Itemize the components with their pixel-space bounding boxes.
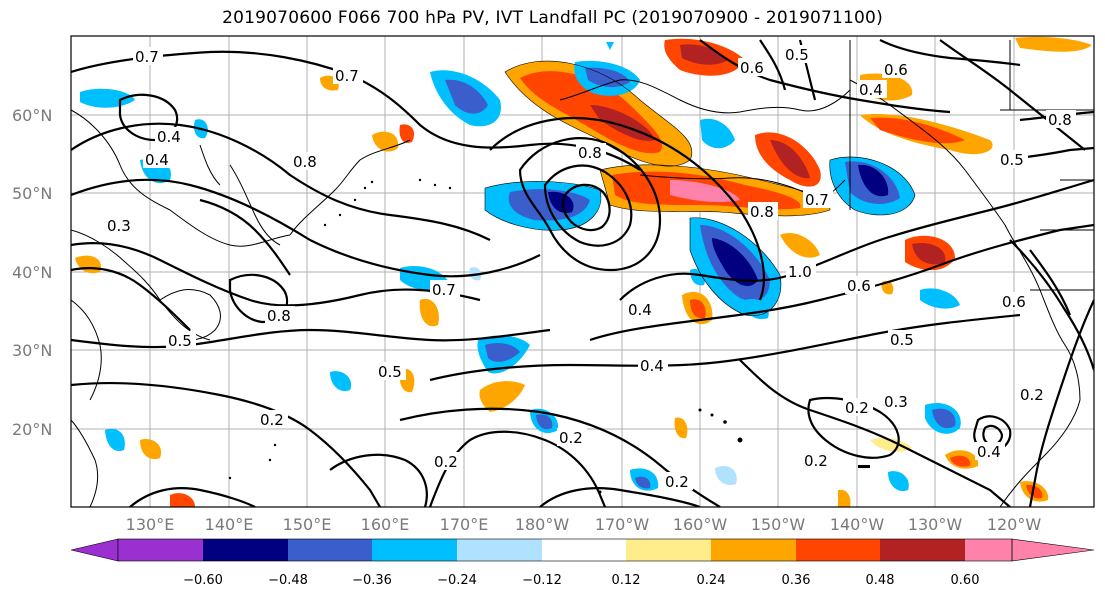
contour-label-group: 0.7 0.7 0.4 0.4 0.3 0.8 0.8 0.6 0.5 0.6 … <box>105 45 1076 491</box>
coastlines <box>71 40 1094 507</box>
colorbar-tick: 0.60 <box>951 573 980 588</box>
colorbar-tick: 0.36 <box>782 573 811 588</box>
latitude-label: 30°N <box>12 341 52 360</box>
plot-frame <box>70 35 1095 508</box>
longitude-label: 130°E <box>126 515 175 534</box>
contour-label: 1.0 <box>788 263 812 281</box>
colorbar-segment <box>118 539 203 561</box>
contour-label: 0.6 <box>1002 293 1026 311</box>
contour-label: 0.5 <box>1000 151 1024 169</box>
fill-outlines <box>484 60 916 317</box>
contour-label: 0.2 <box>559 429 583 447</box>
latitude-label: 50°N <box>12 184 52 203</box>
contour-label: 0.2 <box>665 473 689 491</box>
contour-label: 0.7 <box>135 48 159 66</box>
contour-label: 0.7 <box>432 281 456 299</box>
contour-label: 0.5 <box>378 363 402 381</box>
contour-label: 0.3 <box>884 393 908 411</box>
colorbar-tick: 0.24 <box>697 573 726 588</box>
colorbar-tick: 0.48 <box>866 573 895 588</box>
contour-label: 0.2 <box>845 399 869 417</box>
contour-label: 0.2 <box>434 453 458 471</box>
longitude-axis: 130°E 140°E 150°E 160°E 170°E 180°W 170°… <box>126 515 1042 534</box>
colorbar-extend-high <box>1011 538 1095 562</box>
colorbar-segment <box>542 539 626 561</box>
latitude-label: 60°N <box>12 106 52 125</box>
colorbar-tick: 0.12 <box>612 573 641 588</box>
longitude-label: 160°E <box>361 515 410 534</box>
longitude-label: 170°E <box>440 515 489 534</box>
longitude-label: 120°W <box>987 515 1042 534</box>
contour-label: 0.4 <box>157 128 181 146</box>
longitude-label: 140°W <box>830 515 885 534</box>
contour-label: 0.8 <box>1048 111 1072 129</box>
colorbar-extend-low <box>70 538 119 562</box>
colorbar-segment <box>626 539 711 561</box>
contour-label: 0.3 <box>107 217 131 235</box>
contour-label: 0.5 <box>168 332 192 350</box>
contour-label: 0.2 <box>260 411 284 429</box>
contour-label: 0.5 <box>890 331 914 349</box>
latitude-label: 40°N <box>12 263 52 282</box>
colorbar-segment <box>880 539 965 561</box>
colorbar-segment <box>711 539 796 561</box>
longitude-label: 130°W <box>908 515 963 534</box>
contour-label: 0.7 <box>335 67 359 85</box>
contour-label: 0.8 <box>750 203 774 221</box>
contour-label: 0.8 <box>293 153 317 171</box>
colorbar-segment <box>965 539 1012 561</box>
contour-label: 0.4 <box>977 443 1001 461</box>
contour-label: 0.4 <box>145 151 169 169</box>
colorbar-tick: −0.36 <box>352 573 392 588</box>
longitude-label: 140°E <box>205 515 254 534</box>
latitude-axis: 60°N 50°N 40°N 30°N 20°N <box>12 106 52 439</box>
colorbar-tick: −0.12 <box>522 573 562 588</box>
contour-label: 0.4 <box>628 301 652 319</box>
contour-label: 0.2 <box>804 452 828 470</box>
colorbar-frame <box>117 538 1013 562</box>
contour-label: 0.4 <box>859 81 883 99</box>
colorbar-tick: −0.48 <box>268 573 308 588</box>
contour-label: 0.8 <box>267 307 291 325</box>
contour-label: 0.6 <box>847 277 871 295</box>
contour-label: 0.6 <box>740 59 764 77</box>
longitude-label: 160°W <box>673 515 728 534</box>
longitude-label: 170°W <box>595 515 650 534</box>
contour-label: 0.6 <box>884 61 908 79</box>
map-title: 2019070600 F066 700 hPa PV, IVT Landfall… <box>222 8 883 28</box>
longitude-label: 150°W <box>751 515 806 534</box>
colorbar: −0.60 −0.48 −0.36 −0.24 −0.12 0.12 0.24 … <box>70 538 1095 588</box>
colorbar-segment <box>288 539 372 561</box>
longitude-label: 180°W <box>515 515 570 534</box>
pacific-islands <box>228 178 870 494</box>
contour-label: 0.2 <box>1020 386 1044 404</box>
colorbar-tick: −0.60 <box>183 573 223 588</box>
latitude-label: 20°N <box>12 420 52 439</box>
colorbar-segment <box>203 539 288 561</box>
colorbar-segment <box>796 539 880 561</box>
longitude-label: 150°E <box>283 515 332 534</box>
contour-label: 0.7 <box>805 191 829 209</box>
contour-label: 0.8 <box>578 144 602 162</box>
contour-label: 0.5 <box>785 46 809 64</box>
colorbar-segment <box>372 539 457 561</box>
contour-label: 0.4 <box>640 357 664 375</box>
colorbar-tick: −0.24 <box>437 573 477 588</box>
colorbar-segment <box>457 539 542 561</box>
